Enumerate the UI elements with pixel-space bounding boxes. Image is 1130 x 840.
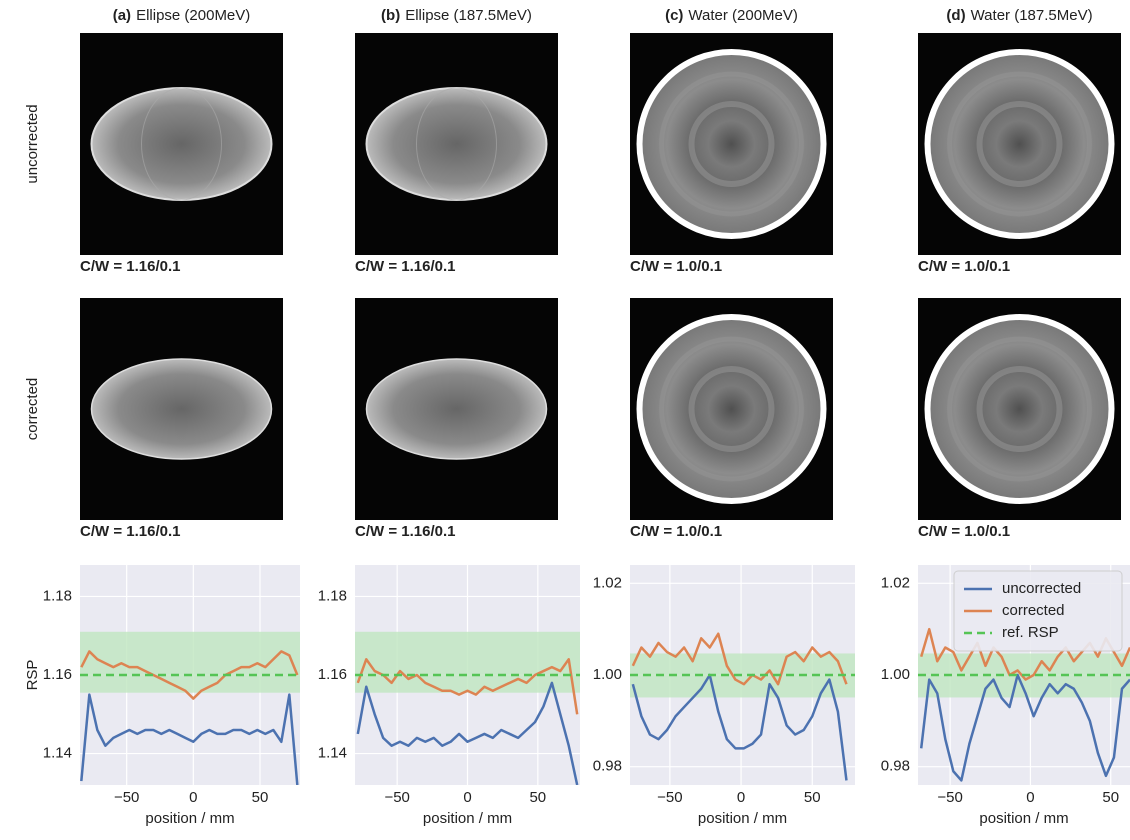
y-tick-label: 1.16 (318, 666, 347, 683)
x-axis-label: position / mm (423, 810, 512, 827)
series-line (631, 632, 848, 686)
image-caption: C/W = 1.16/0.1 (80, 523, 180, 540)
row-label: corrected (24, 378, 41, 441)
plot-content (918, 627, 1130, 782)
x-tick-label: −50 (657, 789, 682, 806)
plot-content (355, 631, 580, 785)
y-tick-label: 0.98 (881, 758, 910, 775)
legend-label: uncorrected (1002, 580, 1081, 597)
ring-artifact (659, 336, 804, 482)
phantom-ellipse (90, 358, 273, 460)
ring-artifact (659, 71, 804, 217)
tolerance-band (80, 631, 300, 693)
panel-name: Ellipse (187.5MeV) (405, 7, 532, 24)
row-label: uncorrected (24, 104, 41, 183)
ring-artifact (947, 336, 1092, 482)
x-tick-label: 0 (737, 789, 745, 806)
image-caption: C/W = 1.0/0.1 (630, 258, 722, 275)
panel-name: Water (200MeV) (688, 7, 797, 24)
x-axis-label: position / mm (145, 810, 234, 827)
plot-content (80, 631, 300, 785)
y-axis-label: RSP (24, 660, 41, 691)
ring-artifact (688, 101, 775, 187)
ring-artifact (947, 71, 1092, 217)
series-line (356, 681, 579, 785)
ring-artifact (688, 366, 775, 452)
x-tick-label: 50 (529, 789, 546, 806)
image-caption: C/W = 1.16/0.1 (355, 523, 455, 540)
x-axis-label: position / mm (698, 810, 787, 827)
y-tick-label: 1.16 (43, 666, 72, 683)
x-tick-label: 0 (1026, 789, 1034, 806)
panel-name: Ellipse (200MeV) (136, 7, 250, 24)
series-line (80, 693, 299, 785)
x-tick-label: 50 (1102, 789, 1119, 806)
ring-artifact (976, 101, 1063, 187)
phantom-ellipse (365, 358, 548, 460)
series-line (919, 673, 1130, 782)
y-tick-label: 1.02 (881, 574, 910, 591)
y-tick-label: 1.02 (593, 574, 622, 591)
y-tick-label: 1.18 (318, 587, 347, 604)
y-tick-label: 1.00 (881, 666, 910, 683)
panel-name: Water (187.5MeV) (971, 7, 1093, 24)
artifact (416, 87, 497, 201)
legend-label: corrected (1002, 602, 1065, 619)
series-line (356, 658, 579, 715)
panel-title: (d) Water (187.5MeV) (946, 7, 1092, 24)
panel-label: (d) (946, 7, 965, 24)
phantom-water (636, 49, 827, 239)
legend-label: ref. RSP (1002, 624, 1059, 641)
phantom-ellipse (365, 87, 548, 201)
x-tick-label: −50 (114, 789, 139, 806)
tolerance-band (355, 631, 580, 693)
series-line (920, 627, 1130, 681)
panel-label: (a) (113, 7, 131, 24)
phantom-water (924, 49, 1115, 239)
x-tick-label: −50 (384, 789, 409, 806)
phantom-ellipse (90, 87, 273, 201)
legend-box (953, 570, 1123, 652)
plot-content (630, 632, 855, 781)
y-tick-label: 1.14 (318, 745, 347, 762)
panel-title: (b) Ellipse (187.5MeV) (381, 7, 532, 24)
artifact (141, 87, 222, 201)
y-tick-label: 0.98 (593, 758, 622, 775)
image-caption: C/W = 1.0/0.1 (630, 523, 722, 540)
image-caption: C/W = 1.16/0.1 (355, 258, 455, 275)
x-axis-label: position / mm (979, 810, 1068, 827)
x-tick-label: 0 (189, 789, 197, 806)
x-tick-label: 50 (804, 789, 821, 806)
panel-label: (c) (665, 7, 683, 24)
panel-title: (a) Ellipse (200MeV) (113, 7, 251, 24)
ring-artifact (976, 366, 1063, 452)
y-tick-label: 1.14 (43, 745, 72, 762)
image-caption: C/W = 1.16/0.1 (80, 258, 180, 275)
series-line (80, 650, 299, 700)
phantom-water (636, 314, 827, 504)
y-tick-label: 1.18 (43, 587, 72, 604)
x-tick-label: 0 (463, 789, 471, 806)
phantom-water (924, 314, 1115, 504)
x-tick-label: 50 (252, 789, 269, 806)
image-caption: C/W = 1.0/0.1 (918, 523, 1010, 540)
panel-title: (c) Water (200MeV) (665, 7, 798, 24)
image-caption: C/W = 1.0/0.1 (918, 258, 1010, 275)
y-tick-label: 1.00 (593, 666, 622, 683)
panel-label: (b) (381, 7, 400, 24)
series-line (631, 673, 848, 781)
x-tick-label: −50 (937, 789, 962, 806)
